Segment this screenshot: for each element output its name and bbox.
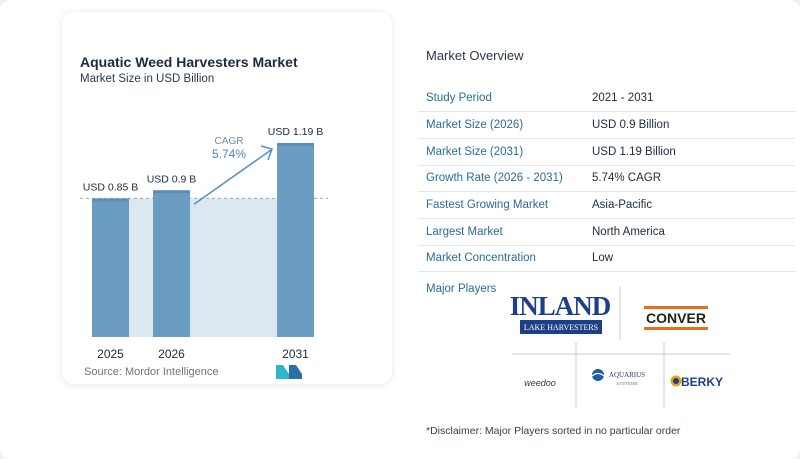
overview-row-value: 5.74% CAGR — [584, 165, 795, 193]
disclaimer: *Disclaimer: Major Players sorted in no … — [426, 425, 681, 437]
source-note: Source: Mordor Intelligence — [84, 366, 219, 378]
svg-text:weedoo: weedoo — [524, 378, 556, 388]
chart-card: USD 0.85 B 2025 USD 0.9 B 2026 USD 1.19 B 203… — [62, 12, 392, 384]
svg-text:CONVER: CONVER — [646, 310, 706, 326]
chart-subtitle: Market Size in USD Billion — [80, 73, 215, 85]
bar-2031 — [277, 143, 314, 337]
overview-row-value: USD 1.19 Billion — [584, 138, 795, 166]
overview-row-value: Asia-Pacific — [584, 191, 795, 219]
chart-title: Aquatic Weed Harvesters Market — [80, 54, 298, 70]
x-tick-label: 2031 — [282, 347, 309, 361]
conver-logo: CONVER — [644, 306, 708, 330]
berky-logo: BERKY — [670, 375, 723, 389]
overview-row: Largest Market North America — [418, 218, 795, 246]
cagr-arrow-line — [193, 149, 272, 205]
major-players-grid: INLAND LAKE HARVESTERS CONVER weedoo AQU… — [510, 286, 730, 408]
svg-text:BERKY: BERKY — [681, 375, 723, 389]
overview-table: Study Period 2021 - 2031 Market Size (2026… — [418, 85, 795, 273]
svg-text:SYSTEMS: SYSTEMS — [616, 381, 638, 386]
weedoo-logo: weedoo — [524, 378, 556, 388]
data-label: USD 0.85 B — [83, 181, 138, 193]
overview-title: Market Overview — [426, 48, 524, 63]
overview-row-key: Largest Market — [418, 218, 584, 246]
overview-row-key: Market Size (2031) — [418, 138, 584, 166]
bar-cap-2026 — [153, 190, 190, 194]
overview-row-key: Market Size (2026) — [418, 111, 584, 139]
overview-row-key: Market Concentration — [418, 245, 584, 273]
x-tick-label: 2026 — [158, 347, 185, 361]
bar-chart: USD 0.85 B 2025 USD 0.9 B 2026 USD 1.19 B 203… — [80, 126, 328, 361]
overview-row-value: Low — [584, 245, 795, 273]
cagr-value: 5.74% — [212, 147, 246, 161]
cagr-label: CAGR — [215, 136, 244, 147]
inland-lake-harvesters-logo: INLAND LAKE HARVESTERS — [510, 291, 612, 334]
bar-cap-2025 — [92, 198, 129, 202]
overview-row-key: Fastest Growing Market — [418, 191, 584, 219]
overview-row: Market Size (2026) USD 0.9 Billion — [418, 111, 795, 139]
overview-row: Study Period 2021 - 2031 — [418, 85, 795, 113]
data-label: USD 0.9 B — [147, 173, 197, 185]
overview-row-value: North America — [584, 218, 795, 246]
data-label: USD 1.19 B — [268, 126, 323, 138]
overview-row-value: USD 0.9 Billion — [584, 111, 795, 139]
svg-text:AQUARIUS: AQUARIUS — [609, 371, 645, 379]
overview-row: Market Concentration Low — [418, 245, 795, 273]
aquarius-systems-logo: AQUARIUS SYSTEMS — [591, 369, 645, 386]
svg-text:INLAND: INLAND — [510, 291, 611, 321]
overview-row-key: Study Period — [418, 85, 584, 113]
major-players-label: Major Players — [426, 283, 497, 295]
bar-cap-2031 — [277, 143, 314, 146]
bar-2026 — [153, 190, 190, 337]
cagr-arrow-head — [260, 145, 274, 161]
overview-row: Growth Rate (2026 - 2031) 5.74% CAGR — [418, 165, 795, 193]
overview-row-value: 2021 - 2031 — [584, 85, 795, 113]
mordor-intelligence-logo — [276, 365, 302, 379]
x-tick-label: 2025 — [97, 347, 124, 361]
bar-2025 — [92, 198, 129, 337]
overview-row: Market Size (2031) USD 1.19 Billion — [418, 138, 795, 166]
svg-text:LAKE HARVESTERS: LAKE HARVESTERS — [524, 323, 598, 332]
overview-row: Fastest Growing Market Asia-Pacific — [418, 191, 795, 219]
overview-row-key: Growth Rate (2026 - 2031) — [418, 165, 584, 193]
